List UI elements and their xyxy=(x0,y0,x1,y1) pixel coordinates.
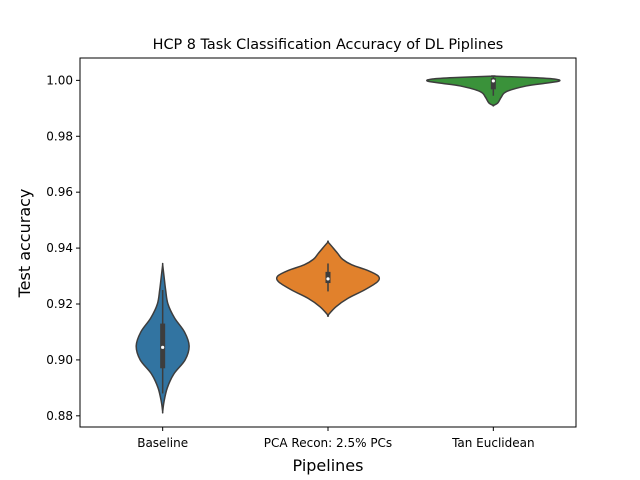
y-tick-label: 0.96 xyxy=(46,185,73,199)
y-tick-label: 0.94 xyxy=(46,241,73,255)
violin-median-point xyxy=(326,277,330,281)
violin-group xyxy=(275,240,381,317)
y-axis-label: Test accuracy xyxy=(15,189,34,299)
y-tick-label: 0.98 xyxy=(46,129,73,143)
x-axis-label: Pipelines xyxy=(293,456,364,475)
x-tick-label: PCA Recon: 2.5% PCs xyxy=(264,436,392,450)
x-axis-ticks: Baseline PCA Recon: 2.5% PCs Tan Euclidean xyxy=(137,427,535,450)
x-tick-label: Tan Euclidean xyxy=(451,436,535,450)
chart-title: HCP 8 Task Classification Accuracy of DL… xyxy=(153,37,504,53)
y-tick-label: 1.00 xyxy=(46,73,73,87)
violin-group xyxy=(135,262,190,414)
violin-group xyxy=(426,75,561,107)
violin-iqr-box xyxy=(490,78,496,90)
violin-layer xyxy=(135,75,561,414)
x-tick-label: Baseline xyxy=(137,436,188,450)
y-tick-label: 0.92 xyxy=(46,297,73,311)
violin-median-point xyxy=(491,79,495,83)
y-tick-label: 0.90 xyxy=(46,353,73,367)
plot-frame xyxy=(79,57,577,428)
y-axis-ticks: 0.88 0.90 0.92 0.94 0.96 0.98 1.00 xyxy=(46,73,80,423)
y-tick-label: 0.88 xyxy=(46,409,73,423)
violin-median-point xyxy=(161,345,165,349)
